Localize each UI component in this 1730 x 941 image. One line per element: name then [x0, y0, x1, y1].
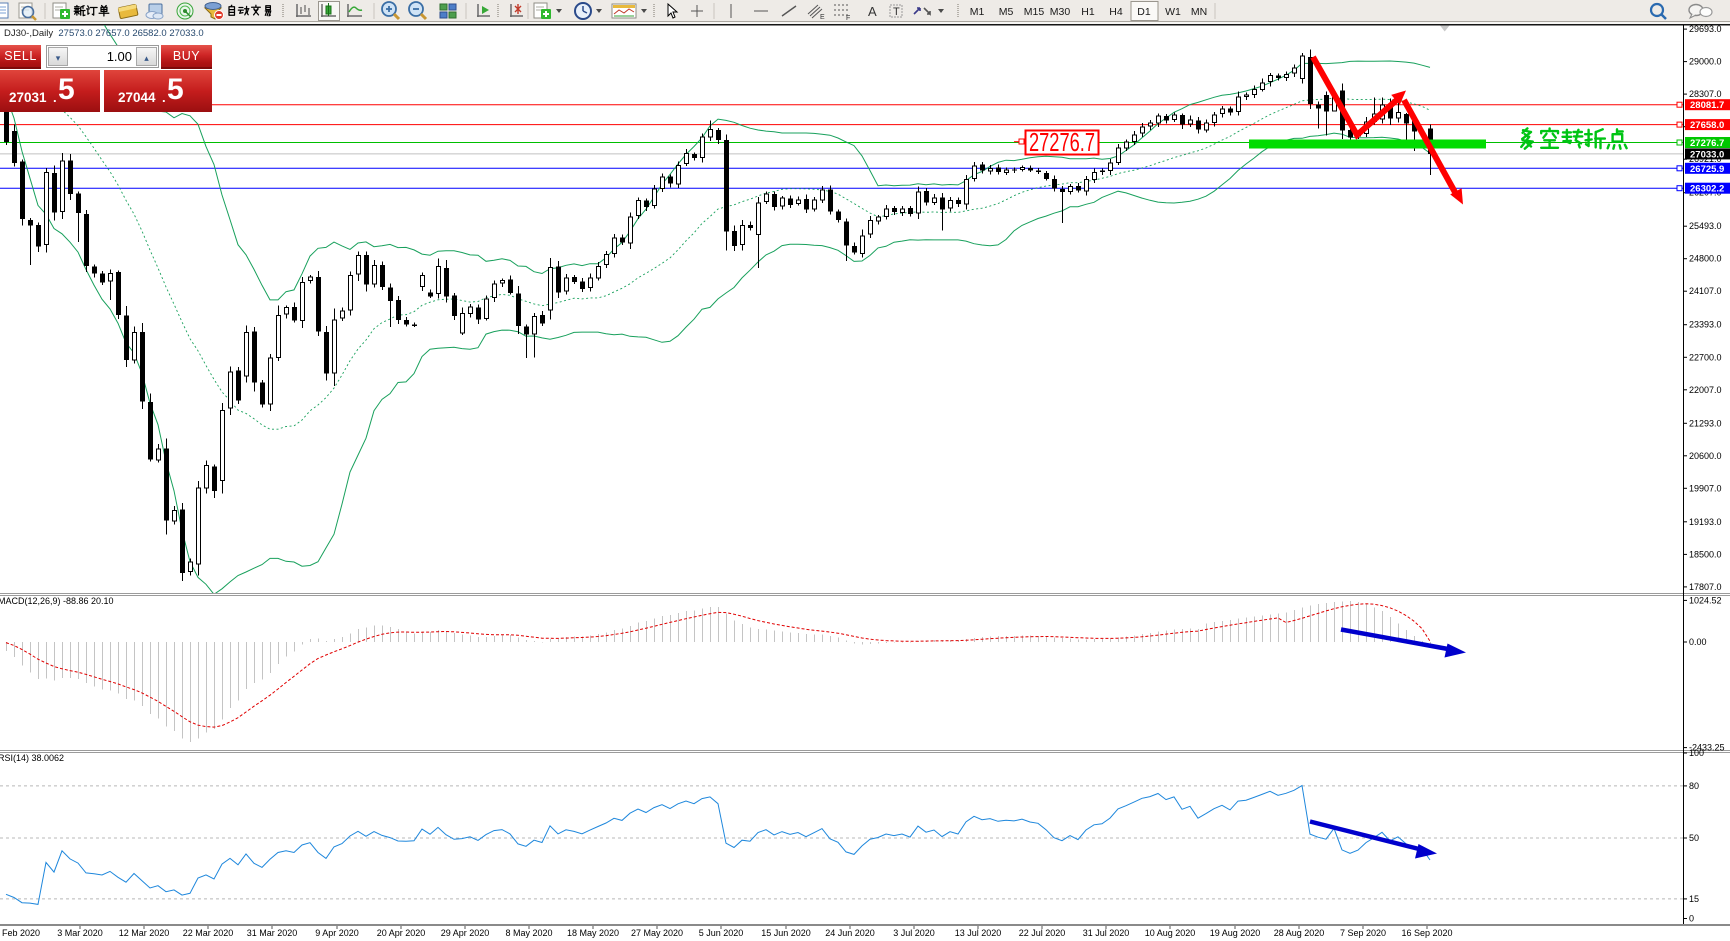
svg-text:Feb 2020: Feb 2020: [2, 928, 40, 938]
svg-text:24107.0: 24107.0: [1689, 286, 1722, 296]
svg-text:31 Jul 2020: 31 Jul 2020: [1083, 928, 1130, 938]
svg-text:28081.7: 28081.7: [1690, 100, 1724, 111]
svg-text:19193.0: 19193.0: [1689, 517, 1722, 527]
svg-text:27276.7: 27276.7: [1029, 127, 1095, 157]
svg-text:0: 0: [1689, 914, 1694, 924]
svg-text:28307.0: 28307.0: [1689, 89, 1722, 99]
svg-text:80: 80: [1689, 781, 1699, 791]
svg-text:RSI(14) 38.0062: RSI(14) 38.0062: [0, 753, 64, 763]
svg-text:27276.7: 27276.7: [1690, 138, 1724, 149]
svg-text:27033.0: 27033.0: [1690, 149, 1724, 160]
svg-text:5 Jun 2020: 5 Jun 2020: [699, 928, 744, 938]
svg-text:22 Mar 2020: 22 Mar 2020: [183, 928, 234, 938]
svg-text:27 May 2020: 27 May 2020: [631, 928, 683, 938]
svg-text:26725.9: 26725.9: [1690, 164, 1724, 175]
svg-text:M5: M5: [999, 6, 1014, 18]
svg-text:DJ30-,Daily 27573.0 27657.0 2: DJ30-,Daily 27573.0 27657.0 26582.0 2703…: [4, 28, 204, 39]
svg-text:13 Jul 2020: 13 Jul 2020: [955, 928, 1002, 938]
svg-text:29000.0: 29000.0: [1689, 57, 1722, 67]
svg-text:7 Sep 2020: 7 Sep 2020: [1340, 928, 1386, 938]
svg-text:22700.0: 22700.0: [1689, 352, 1722, 362]
svg-text:19 Aug 2020: 19 Aug 2020: [1210, 928, 1261, 938]
svg-text:19907.0: 19907.0: [1689, 483, 1722, 493]
svg-text:15: 15: [1689, 894, 1699, 904]
svg-text:50: 50: [1689, 833, 1699, 843]
svg-text:23393.0: 23393.0: [1689, 320, 1722, 330]
svg-text:17807.0: 17807.0: [1689, 582, 1722, 592]
svg-text:M15: M15: [1024, 6, 1045, 18]
svg-text:25493.0: 25493.0: [1689, 221, 1722, 231]
svg-text:0.00: 0.00: [1689, 637, 1707, 647]
svg-text:20600.0: 20600.0: [1689, 451, 1722, 461]
svg-text:MACD(12,26,9) -88.86 20.10: MACD(12,26,9) -88.86 20.10: [0, 596, 114, 606]
svg-text:28 Aug 2020: 28 Aug 2020: [1274, 928, 1325, 938]
svg-text:15 Jun 2020: 15 Jun 2020: [761, 928, 811, 938]
svg-text:20 Apr 2020: 20 Apr 2020: [377, 928, 426, 938]
svg-text:T: T: [893, 6, 900, 18]
svg-text:A: A: [868, 4, 877, 19]
svg-text:18 May 2020: 18 May 2020: [567, 928, 619, 938]
svg-text:100: 100: [1689, 748, 1704, 758]
svg-text:12 Mar 2020: 12 Mar 2020: [119, 928, 170, 938]
svg-text:9 Apr 2020: 9 Apr 2020: [315, 928, 359, 938]
svg-text:31 Mar 2020: 31 Mar 2020: [247, 928, 298, 938]
svg-text:H1: H1: [1081, 6, 1095, 18]
svg-text:16 Sep 2020: 16 Sep 2020: [1401, 928, 1452, 938]
svg-text:1024.52: 1024.52: [1689, 595, 1722, 605]
svg-text:29 Apr 2020: 29 Apr 2020: [441, 928, 490, 938]
svg-text:10 Aug 2020: 10 Aug 2020: [1145, 928, 1196, 938]
svg-text:M30: M30: [1050, 6, 1071, 18]
svg-text:E: E: [820, 14, 825, 21]
svg-text:24800.0: 24800.0: [1689, 254, 1722, 264]
svg-text:-2433.25: -2433.25: [1689, 743, 1725, 753]
svg-text:W1: W1: [1165, 6, 1181, 18]
svg-text:29693.0: 29693.0: [1689, 24, 1722, 34]
svg-text:3 Mar 2020: 3 Mar 2020: [57, 928, 103, 938]
svg-text:MN: MN: [1191, 6, 1207, 18]
svg-text:22007.0: 22007.0: [1689, 385, 1722, 395]
svg-text:26302.2: 26302.2: [1690, 184, 1724, 195]
svg-text:D1: D1: [1137, 6, 1151, 18]
svg-text:21293.0: 21293.0: [1689, 418, 1722, 428]
svg-text:22 Jul 2020: 22 Jul 2020: [1019, 928, 1066, 938]
svg-text:8 May 2020: 8 May 2020: [505, 928, 552, 938]
svg-text:24 Jun 2020: 24 Jun 2020: [825, 928, 875, 938]
svg-text:27658.0: 27658.0: [1690, 120, 1724, 131]
svg-text:M1: M1: [970, 6, 985, 18]
svg-text:18500.0: 18500.0: [1689, 549, 1722, 559]
svg-text:3 Jul 2020: 3 Jul 2020: [893, 928, 935, 938]
svg-text:H4: H4: [1109, 6, 1123, 18]
svg-text:F: F: [846, 15, 850, 22]
